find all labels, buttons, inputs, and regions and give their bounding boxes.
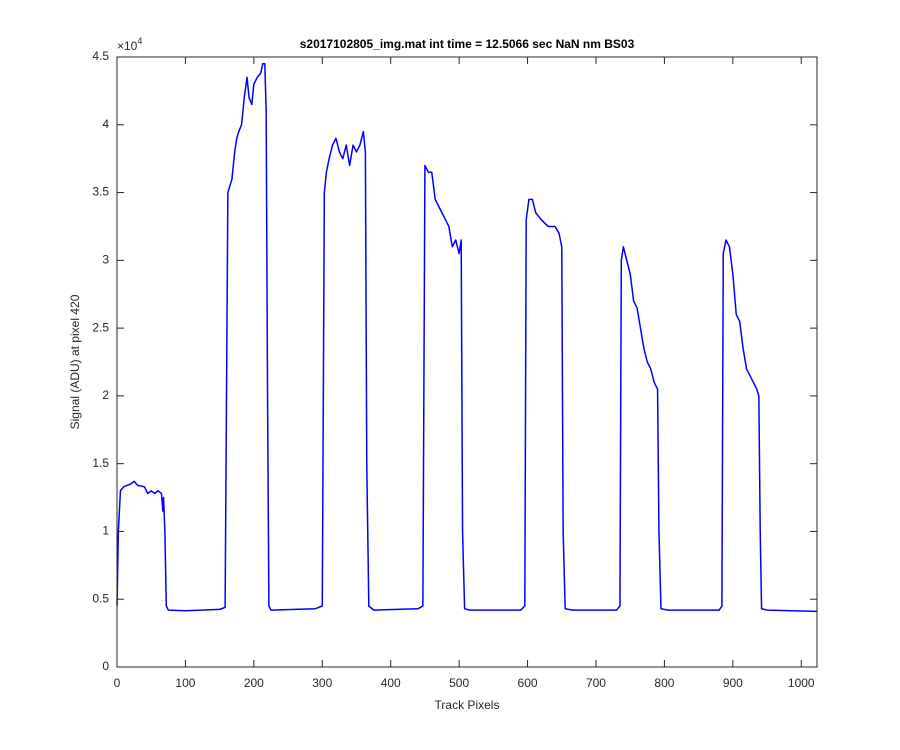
y-tick-label: 3: [102, 253, 109, 267]
y-tick-label: 4: [102, 117, 109, 131]
y-tick-label: 2: [102, 388, 109, 402]
x-axis-label: Track Pixels: [435, 698, 500, 712]
y-tick-label: 1: [102, 524, 109, 538]
y-tick-label: 2.5: [92, 320, 109, 334]
y-tick-label: 4.5: [92, 49, 109, 63]
x-tick-label: 0: [114, 676, 121, 690]
x-tick-label: 500: [449, 676, 469, 690]
x-tick-label: 600: [518, 676, 538, 690]
plot-frame: [116, 56, 818, 668]
x-tick-label: 200: [244, 676, 264, 690]
x-tick-label: 1000: [788, 676, 815, 690]
y-tick-label: 0: [102, 659, 109, 673]
x-tick-label: 800: [654, 676, 674, 690]
y-tick-label: 0.5: [92, 591, 109, 605]
x-tick-label: 900: [723, 676, 743, 690]
y-tick-label: 1.5: [92, 456, 109, 470]
x-tick-label: 300: [312, 676, 332, 690]
y-tick-label: 3.5: [92, 185, 109, 199]
data-line: [116, 63, 818, 613]
x-tick-label: 400: [381, 676, 401, 690]
y-multiplier-base: ×10: [117, 39, 138, 53]
y-multiplier-exponent: 4: [137, 36, 142, 46]
chart-title: s2017102805_img.mat int time = 12.5066 s…: [300, 37, 635, 51]
y-multiplier: ×104: [117, 36, 142, 53]
x-tick-label: 700: [586, 676, 606, 690]
x-tick-label: 100: [175, 676, 195, 690]
y-axis-label: Signal (ADU) at pixel 420: [68, 294, 82, 429]
